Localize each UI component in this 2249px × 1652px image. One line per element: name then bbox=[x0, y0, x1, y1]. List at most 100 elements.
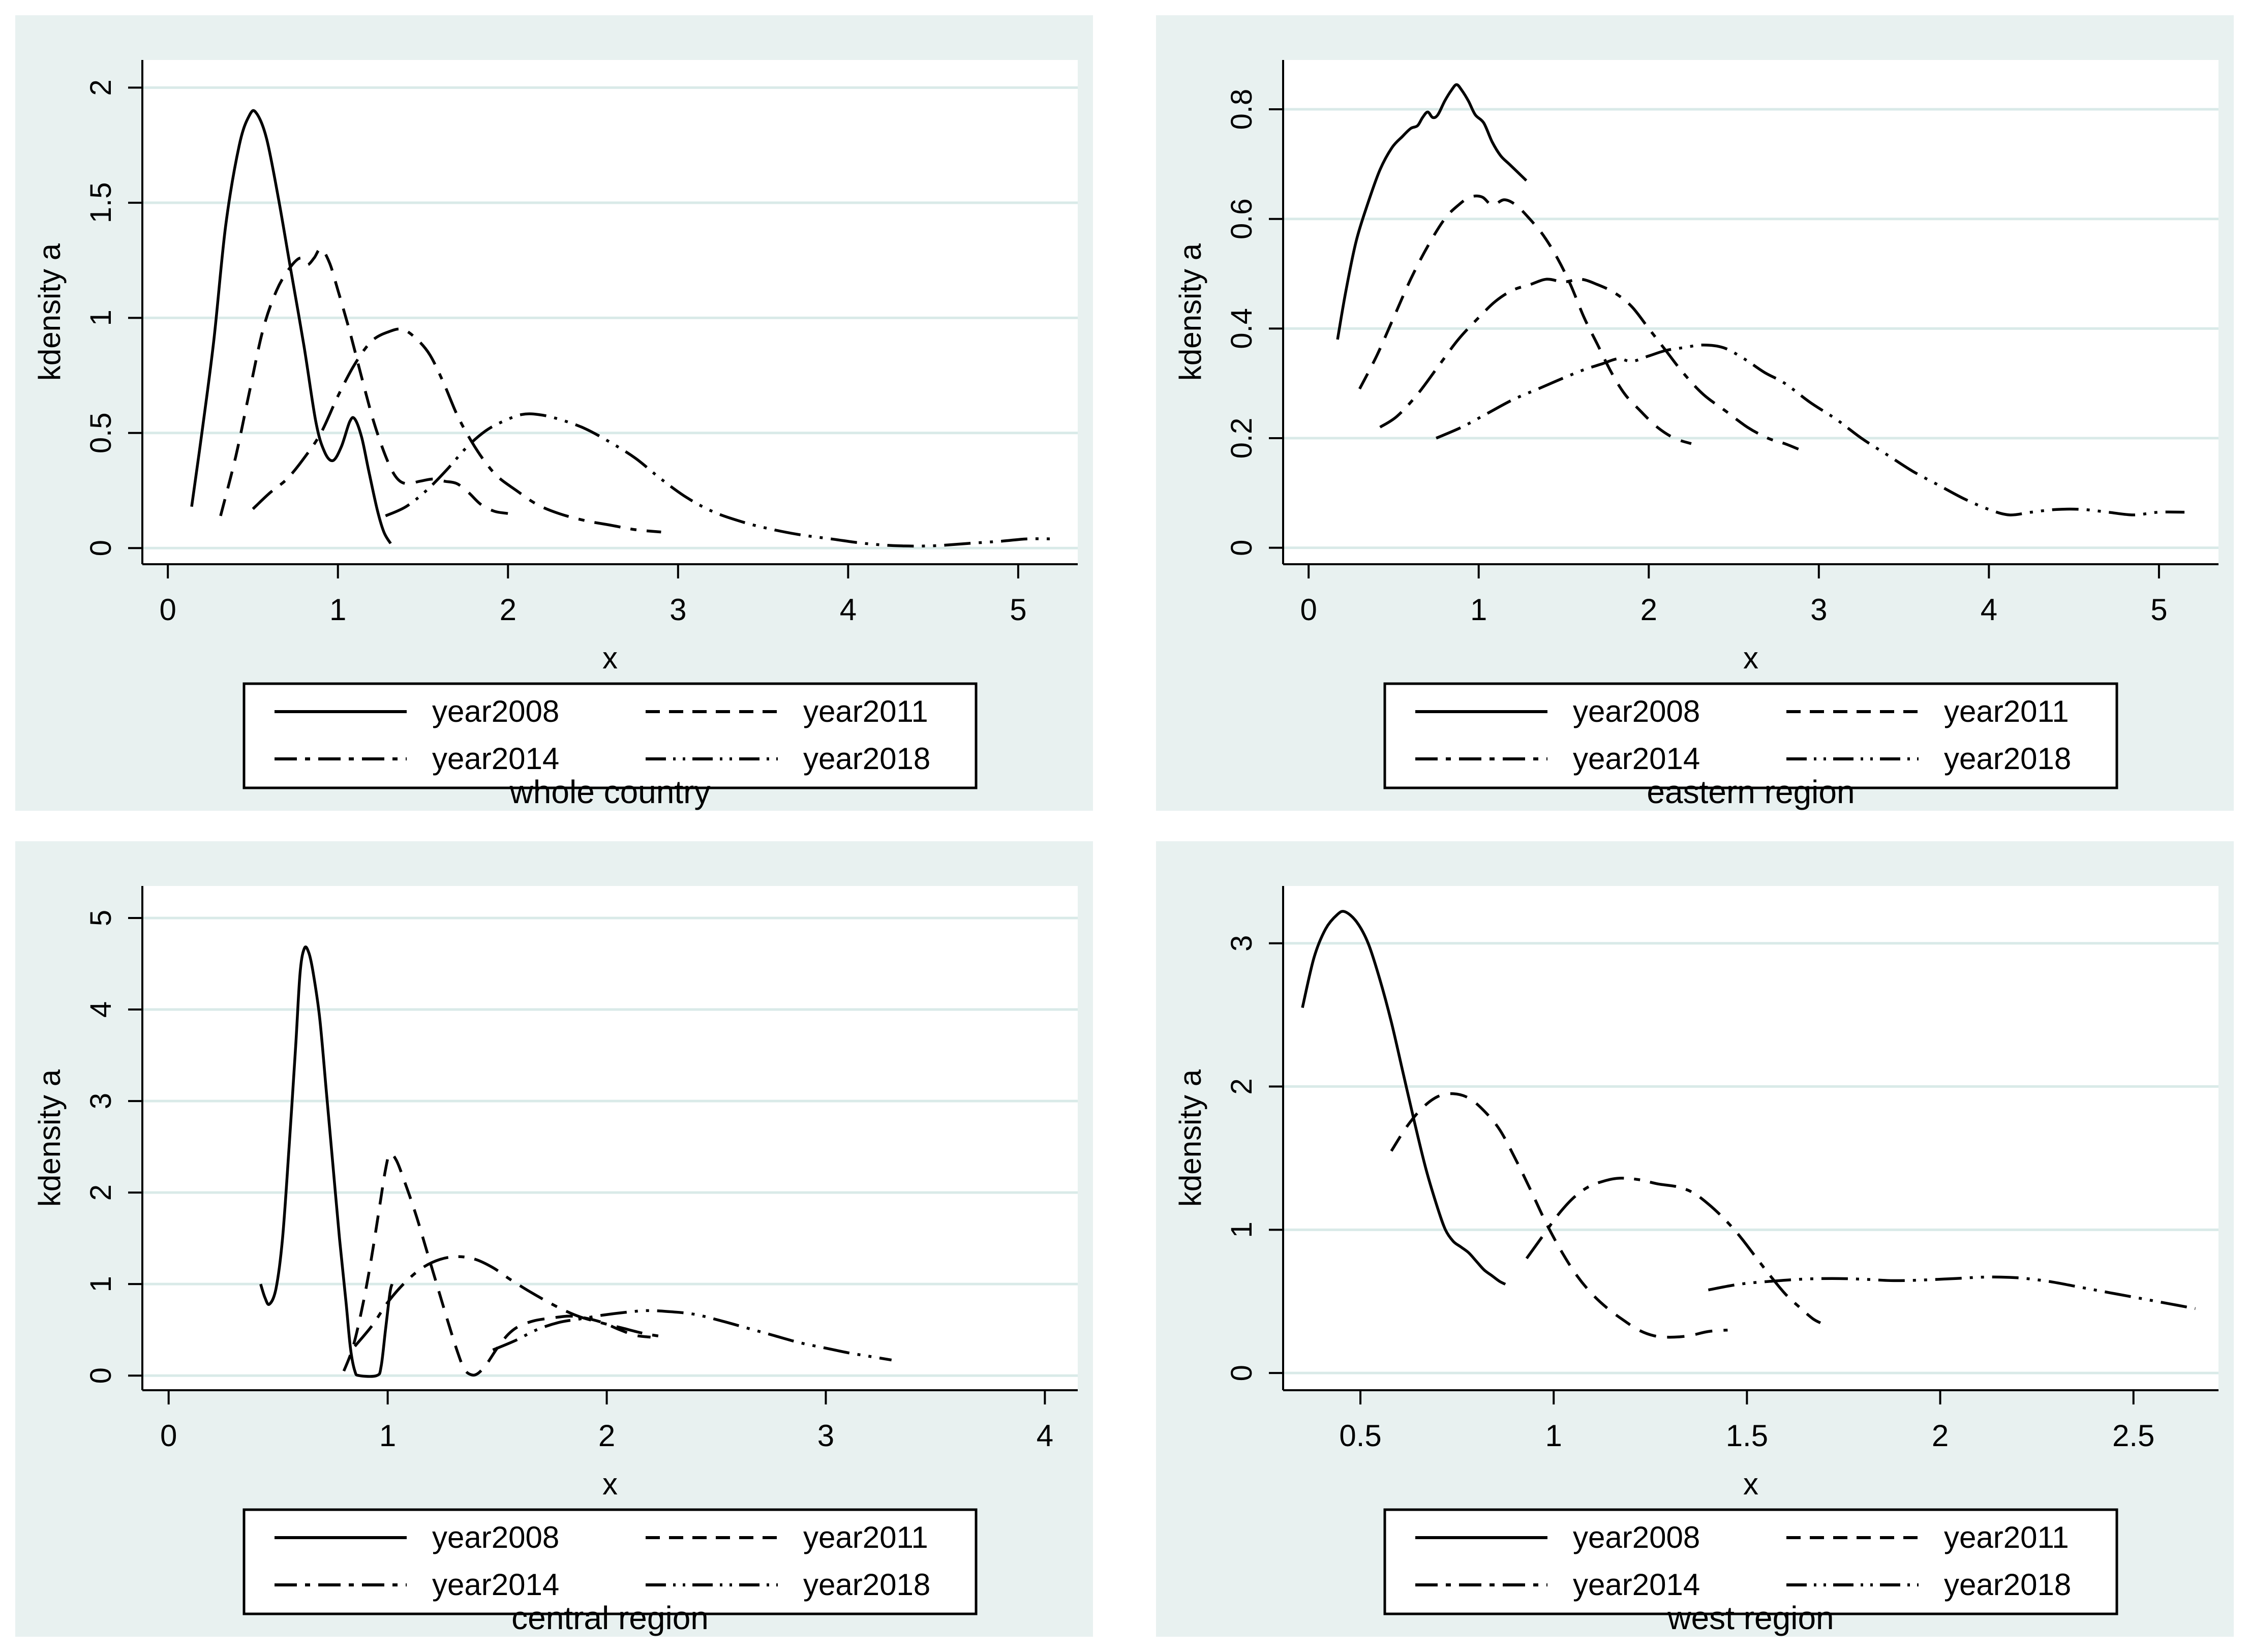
legend-label: year2014 bbox=[1573, 742, 1700, 776]
panel-central-region: 0 1 2 3 4 5 kdensity a 0 1 2 3 4 x year2008 year2011 ye… bbox=[15, 841, 1093, 1637]
panel-title: eastern region bbox=[1647, 774, 1855, 810]
panel-whole-country: 0 0.5 1 1.5 2 kdensity a 0 1 2 3 4 5 x year2008 year20… bbox=[15, 15, 1093, 811]
plot-area bbox=[1283, 60, 2218, 564]
legend-box bbox=[242, 682, 978, 789]
x-tick-label: 3 bbox=[817, 1419, 834, 1453]
x-axis-title: x bbox=[602, 1467, 618, 1501]
y-tick-label: 0.6 bbox=[1225, 198, 1258, 239]
x-axis-title: x bbox=[1743, 641, 1758, 675]
x-tick-label: 0 bbox=[160, 1419, 177, 1453]
y-tick-label: 0.5 bbox=[84, 412, 117, 453]
y-tick-label: 0.8 bbox=[1225, 89, 1258, 130]
legend-label: year2014 bbox=[1573, 1568, 1700, 1602]
x-tick-label: 5 bbox=[2150, 593, 2167, 627]
x-tick-label: 3 bbox=[1810, 593, 1827, 627]
chart-whole-country: 0 0.5 1 1.5 2 kdensity a 0 1 2 3 4 5 x year2008 year20… bbox=[15, 15, 1093, 811]
y-tick-label: 1.5 bbox=[84, 182, 117, 223]
panel-title: whole country bbox=[509, 774, 711, 810]
y-tick-label: 2 bbox=[84, 1184, 117, 1201]
curve-year2011 bbox=[1358, 194, 1692, 445]
y-axis-title: kdensity a bbox=[33, 1069, 67, 1207]
y-axis-title: kdensity a bbox=[33, 243, 67, 381]
curve-year2008 bbox=[190, 109, 392, 544]
curve-year2008 bbox=[1301, 910, 1506, 1286]
curve-year2011 bbox=[219, 247, 519, 517]
x-tick-label: 1 bbox=[329, 593, 346, 627]
x-tick-label: 2 bbox=[1932, 1419, 1949, 1453]
y-tick-label: 1 bbox=[84, 1276, 117, 1292]
curve-year2011 bbox=[1390, 1092, 1728, 1339]
chart-eastern-region: 0 0.2 0.4 0.6 0.8 kdensity a 0 1 2 3 4 5 x year2008 ye… bbox=[1156, 15, 2234, 811]
y-tick-label: 5 bbox=[84, 910, 117, 926]
curve-year2011 bbox=[342, 1152, 651, 1377]
x-tick-label: 0 bbox=[160, 593, 176, 627]
y-tick-label: 1 bbox=[84, 310, 117, 326]
curve-year2008 bbox=[1336, 83, 1528, 340]
x-tick-label: 2.5 bbox=[2112, 1419, 2154, 1453]
y-axis-title: kdensity a bbox=[1173, 1069, 1207, 1207]
x-tick-label: 1.5 bbox=[1726, 1419, 1768, 1453]
x-tick-label: 4 bbox=[1037, 1419, 1053, 1453]
y-tick-label: 3 bbox=[1225, 935, 1258, 952]
curve-year2018 bbox=[1708, 1275, 2196, 1310]
legend-label: year2011 bbox=[1944, 694, 2069, 728]
legend-label: year2008 bbox=[1573, 1520, 1700, 1554]
curve-year2018 bbox=[385, 412, 1052, 548]
curve-year2014 bbox=[1525, 1177, 1821, 1324]
legend-label: year2011 bbox=[1944, 1520, 2069, 1554]
plot-area bbox=[142, 60, 1078, 564]
panel-title: central region bbox=[511, 1600, 709, 1636]
y-tick-label: 1 bbox=[1225, 1221, 1258, 1238]
y-axis-title: kdensity a bbox=[1173, 243, 1207, 381]
legend-label: year2014 bbox=[432, 1568, 559, 1602]
x-tick-label: 1 bbox=[1545, 1419, 1562, 1453]
curves-group bbox=[190, 109, 1052, 548]
x-tick-label: 3 bbox=[670, 593, 686, 627]
panel-west-region: 0 1 2 3 kdensity a 0.5 1 1.5 2 2.5 x year2008 year20… bbox=[1156, 841, 2234, 1637]
curve-year2014 bbox=[1379, 278, 1799, 451]
y-tick-label: 0 bbox=[1225, 1365, 1258, 1381]
x-tick-label: 1 bbox=[1470, 593, 1487, 627]
legend-label: year2018 bbox=[1944, 1568, 2071, 1602]
plot-area bbox=[1283, 886, 2218, 1390]
y-tick-label: 0.2 bbox=[1225, 418, 1258, 459]
legend-label: year2011 bbox=[803, 1520, 928, 1554]
legend-label: year2008 bbox=[1573, 694, 1700, 728]
x-tick-label: 0 bbox=[1300, 593, 1317, 627]
x-tick-label: 4 bbox=[1981, 593, 1997, 627]
y-tick-label: 0 bbox=[1225, 540, 1258, 556]
legend-label: year2014 bbox=[432, 742, 559, 776]
x-tick-label: 5 bbox=[1010, 593, 1026, 627]
x-tick-label: 1 bbox=[379, 1419, 396, 1453]
legend-label: year2008 bbox=[432, 1520, 559, 1554]
plot-area bbox=[142, 886, 1078, 1390]
curve-year2014 bbox=[353, 1255, 666, 1348]
curve-year2018 bbox=[1436, 343, 2185, 516]
x-tick-label: 2 bbox=[1640, 593, 1657, 627]
y-tick-label: 4 bbox=[84, 1001, 117, 1018]
curves-group bbox=[1336, 83, 2185, 516]
chart-central-region: 0 1 2 3 4 5 kdensity a 0 1 2 3 4 x year2008 year2011 ye… bbox=[15, 841, 1093, 1637]
y-tick-label: 0.4 bbox=[1225, 308, 1258, 349]
y-tick-label: 3 bbox=[84, 1093, 117, 1109]
legend-box bbox=[1383, 1508, 2118, 1615]
panel-eastern-region: 0 0.2 0.4 0.6 0.8 kdensity a 0 1 2 3 4 5 x year2008 ye… bbox=[1156, 15, 2234, 811]
y-tick-label: 0 bbox=[84, 540, 117, 556]
curves-group bbox=[259, 945, 892, 1378]
y-tick-label: 2 bbox=[84, 79, 117, 96]
x-tick-label: 4 bbox=[840, 593, 857, 627]
curve-year2014 bbox=[252, 327, 661, 534]
legend-label: year2018 bbox=[1944, 742, 2071, 776]
legend-label: year2018 bbox=[803, 1568, 930, 1602]
x-tick-label: 2 bbox=[500, 593, 516, 627]
x-tick-label: 2 bbox=[598, 1419, 615, 1453]
curve-year2018 bbox=[492, 1309, 892, 1362]
legend-box bbox=[1383, 682, 2118, 789]
legend-label: year2011 bbox=[803, 694, 928, 728]
panel-title: west region bbox=[1667, 1600, 1834, 1636]
legend-label: year2018 bbox=[803, 742, 930, 776]
x-axis-title: x bbox=[602, 641, 618, 675]
y-tick-label: 0 bbox=[84, 1367, 117, 1384]
curve-year2008 bbox=[259, 945, 393, 1378]
